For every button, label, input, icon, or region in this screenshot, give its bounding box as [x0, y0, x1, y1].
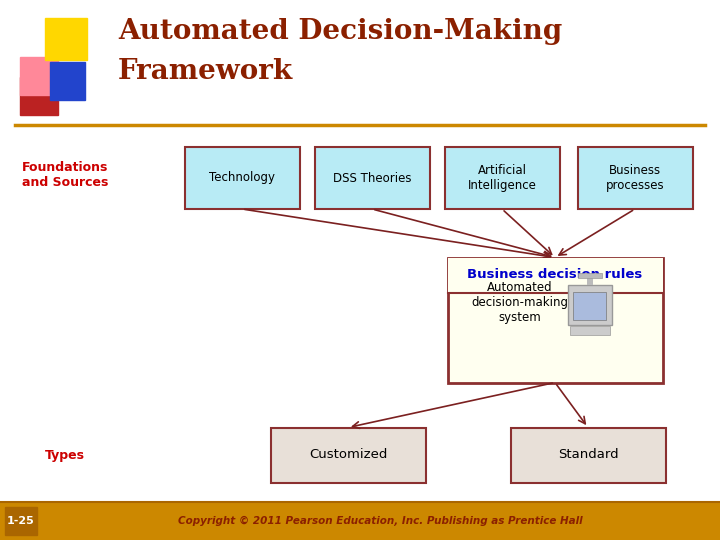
- Bar: [573, 292, 606, 320]
- Bar: [271, 428, 426, 483]
- Bar: [315, 147, 430, 209]
- Text: 1-25: 1-25: [7, 516, 35, 526]
- Text: Technology: Technology: [209, 172, 275, 185]
- Text: Customized: Customized: [309, 449, 387, 462]
- Text: Framework: Framework: [118, 58, 293, 85]
- Bar: [568, 285, 612, 325]
- Bar: [510, 428, 665, 483]
- Bar: [20, 57, 58, 95]
- Text: Business
processes: Business processes: [606, 164, 665, 192]
- Bar: [184, 147, 300, 209]
- Bar: [444, 147, 559, 209]
- Bar: [20, 77, 58, 115]
- Bar: [5, 507, 37, 535]
- Bar: [448, 258, 662, 293]
- Text: Business decision rules: Business decision rules: [467, 268, 643, 281]
- Bar: [577, 147, 693, 209]
- Text: Copyright © 2011 Pearson Education, Inc. Publishing as Prentice Hall: Copyright © 2011 Pearson Education, Inc.…: [178, 516, 582, 526]
- Bar: [50, 62, 85, 100]
- Text: Foundations
and Sources: Foundations and Sources: [22, 161, 108, 189]
- Bar: [448, 258, 662, 382]
- Text: Artificial
Intelligence: Artificial Intelligence: [467, 164, 536, 192]
- Bar: [0, 502, 720, 540]
- Text: Automated Decision-Making: Automated Decision-Making: [118, 18, 562, 45]
- Text: Standard: Standard: [558, 449, 618, 462]
- Bar: [570, 326, 610, 334]
- Bar: [587, 276, 593, 285]
- Text: Types: Types: [45, 449, 85, 462]
- Text: DSS Theories: DSS Theories: [333, 172, 411, 185]
- Bar: [578, 273, 602, 278]
- Text: Automated
decision-making
system: Automated decision-making system: [472, 281, 569, 324]
- Bar: [45, 18, 87, 60]
